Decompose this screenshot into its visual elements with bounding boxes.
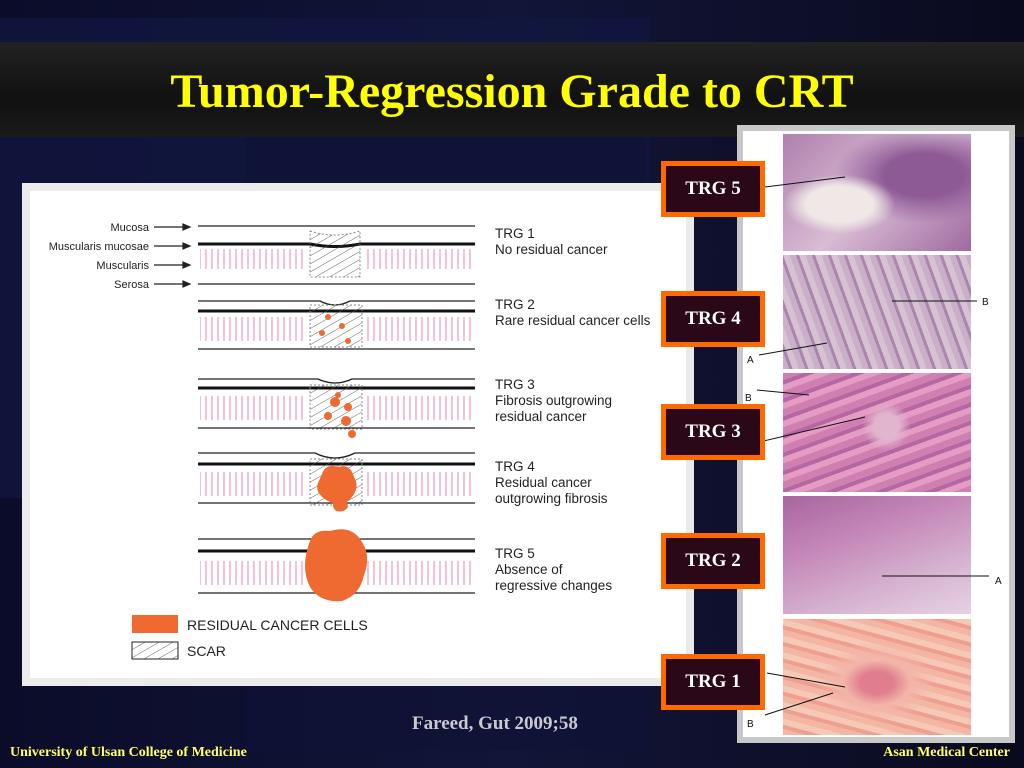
legend-residual-swatch	[132, 615, 178, 633]
trg1-desc: No residual cancer	[495, 242, 608, 257]
trg2-title: TRG 2	[495, 297, 535, 312]
legend-scar-swatch	[131, 641, 179, 660]
micrograph-annotations: B A B A B	[745, 176, 1002, 730]
footer-institution: University of Ulsan College of Medicine	[10, 745, 247, 760]
trg3-desc-1: Fibrosis outgrowing	[495, 393, 612, 408]
residual-cancer-cells	[305, 314, 368, 602]
footer-center: Asan Medical Center	[883, 745, 1010, 760]
annotation-b: B	[745, 393, 752, 404]
micrograph-trg3	[783, 373, 971, 492]
trg1-callout-label: TRG 1	[666, 659, 760, 705]
annotation-a: A	[995, 576, 1002, 587]
trg3-title: TRG 3	[495, 377, 535, 392]
layer-label-muscularis: Muscularis	[96, 260, 149, 272]
trg2-schematic	[198, 300, 475, 350]
trg-diagram: Mucosa Muscularis mucosae Muscularis Ser…	[22, 183, 694, 686]
micrograph-trg5	[783, 134, 971, 251]
micrograph-trg1	[783, 619, 971, 735]
trg5-title: TRG 5	[495, 546, 535, 561]
layer-labels: Mucosa Muscularis mucosae Muscularis Ser…	[49, 222, 150, 291]
trg1-schematic	[198, 225, 475, 285]
histology-photo-strip: B A B A B	[737, 125, 1015, 743]
trg-diagram-figure: Mucosa Muscularis mucosae Muscularis Ser…	[30, 191, 686, 678]
grade-descriptions: TRG 1 No residual cancer TRG 2 Rare resi…	[495, 226, 651, 593]
legend-residual-label: RESIDUAL CANCER CELLS	[187, 617, 368, 633]
trg3-schematic	[198, 378, 475, 430]
trg4-callout: TRG 4	[661, 291, 765, 347]
trg1-title: TRG 1	[495, 226, 535, 241]
trg4-desc-2: outgrowing fibrosis	[495, 491, 608, 506]
annotation-a: A	[747, 355, 754, 366]
layer-arrows	[154, 223, 192, 288]
legend-scar-label: SCAR	[187, 643, 226, 659]
histology-photos	[743, 131, 1009, 737]
trg2-desc: Rare residual cancer cells	[495, 313, 651, 328]
trg2-callout: TRG 2	[661, 533, 765, 589]
trg4-callout-label: TRG 4	[666, 296, 760, 342]
trg4-title: TRG 4	[495, 459, 535, 474]
micrograph-trg4	[783, 255, 971, 369]
trg-schematic: Mucosa Muscularis mucosae Muscularis Ser…	[49, 222, 651, 660]
trg3-desc-2: residual cancer	[495, 409, 587, 424]
micrograph-trg2	[783, 496, 971, 614]
layer-label-mucosa: Mucosa	[110, 222, 149, 234]
slide-title: Tumor-Regression Grade to CRT	[170, 65, 854, 118]
title-bar	[0, 42, 1024, 137]
trg5-desc-1: Absence of	[495, 562, 563, 577]
layer-label-serosa: Serosa	[114, 279, 150, 291]
annotation-b: B	[747, 719, 754, 730]
trg5-desc-2: regressive changes	[495, 578, 612, 593]
trg5-callout-label: TRG 5	[666, 166, 760, 212]
trg4-desc-1: Residual cancer	[495, 475, 592, 490]
trg3-callout-label: TRG 3	[666, 409, 760, 455]
annotation-b: B	[982, 297, 989, 308]
trg1-callout: TRG 1	[661, 654, 765, 710]
trg5-callout: TRG 5	[661, 161, 765, 217]
citation: Fareed, Gut 2009;58	[412, 713, 578, 734]
trg2-callout-label: TRG 2	[666, 538, 760, 584]
layer-label-muscularis-mucosae: Muscularis mucosae	[49, 241, 149, 253]
trg4-schematic	[198, 452, 475, 506]
trg3-callout: TRG 3	[661, 404, 765, 460]
